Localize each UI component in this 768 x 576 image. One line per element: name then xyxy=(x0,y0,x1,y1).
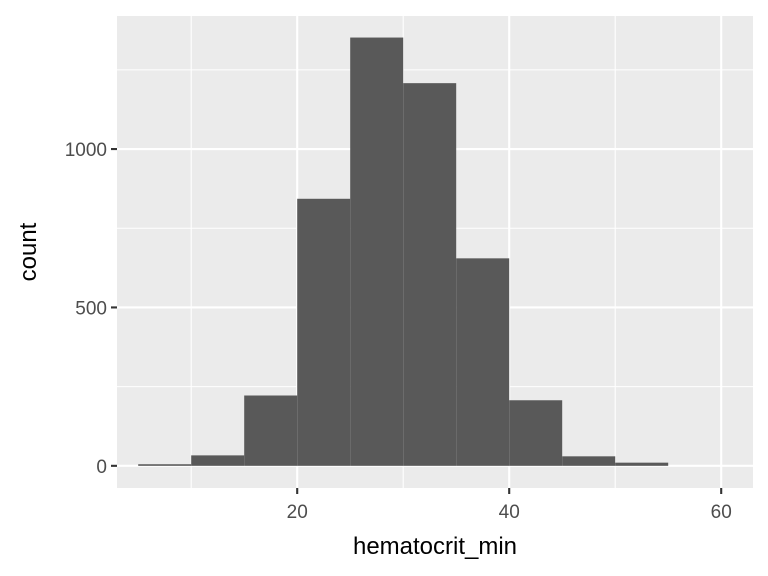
histogram-bar xyxy=(562,456,616,466)
histogram-bars xyxy=(138,37,669,466)
x-axis-title: hematocrit_min xyxy=(353,533,517,560)
x-tick-label: 60 xyxy=(711,502,732,523)
y-axis-title: count xyxy=(15,222,42,281)
histogram-bar xyxy=(509,400,563,466)
y-tick-label: 500 xyxy=(75,298,107,319)
histogram-bar xyxy=(403,83,457,466)
y-tick-label: 1000 xyxy=(65,140,107,161)
histogram-bar xyxy=(350,37,404,466)
histogram-bar xyxy=(244,395,298,466)
x-tick-label: 20 xyxy=(287,502,308,523)
y-axis: 0 500 1000 xyxy=(65,140,117,478)
histogram-bar xyxy=(191,455,245,466)
x-axis: 20 40 60 xyxy=(287,488,732,523)
histogram-bar xyxy=(615,462,669,466)
histogram-bar xyxy=(297,198,351,466)
y-tick-label: 0 xyxy=(96,457,107,478)
x-tick-label: 40 xyxy=(499,502,520,523)
histogram-bar xyxy=(456,258,510,466)
histogram-bar xyxy=(138,464,192,466)
